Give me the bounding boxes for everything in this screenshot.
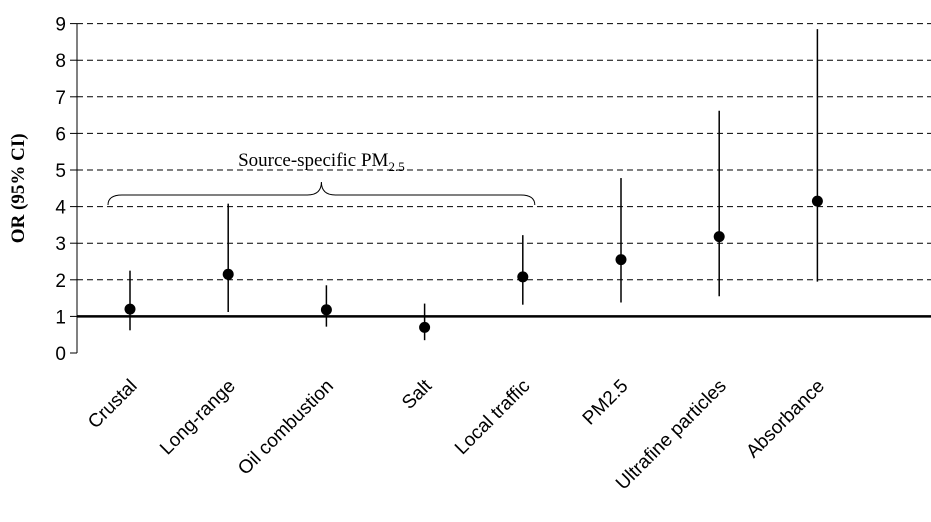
x-category-label: Salt [398,375,437,414]
x-category-label: Crustal [84,376,141,433]
point-estimate [419,321,431,333]
x-category-label: Ultrafine particles [612,376,731,495]
y-axis-label: OR (95% CI) [8,133,29,243]
x-category-label: Absorbance [742,376,829,463]
x-category-label: Oil combustion [234,376,338,480]
point-estimate [222,268,234,280]
y-tick-label: 3 [55,234,66,255]
annotation-label: Source-specific PM2.5 [238,150,405,174]
point-estimate [811,195,823,207]
point-estimate [124,303,136,315]
y-tick-label: 8 [55,51,66,72]
y-tick-label: 0 [55,344,66,365]
y-tick-label: 9 [55,15,66,36]
annotation-subscript: 2.5 [388,159,404,174]
grid-lines [77,23,931,281]
x-category-label: PM2.5 [579,376,633,430]
x-category-label: Long-range [156,376,240,460]
y-tick-label: 4 [55,198,66,219]
y-tick-label: 2 [55,271,66,292]
annotation-main-text: Source-specific PM [238,150,388,171]
y-tick-label: 5 [55,161,66,182]
point-estimate [517,271,529,283]
point-estimate [320,304,332,316]
point-estimate [615,254,627,266]
y-tick-label: 6 [55,124,66,145]
x-category-label: Local traffic [451,376,534,459]
curly-brace [107,181,536,206]
y-tick-label: 7 [55,88,66,109]
point-estimate [713,231,725,243]
data-marks [124,29,823,341]
y-axis-ticks: 0 1 2 3 4 5 6 7 8 9 [55,15,77,365]
y-tick-label: 1 [55,307,66,328]
source-specific-brace [107,181,536,206]
